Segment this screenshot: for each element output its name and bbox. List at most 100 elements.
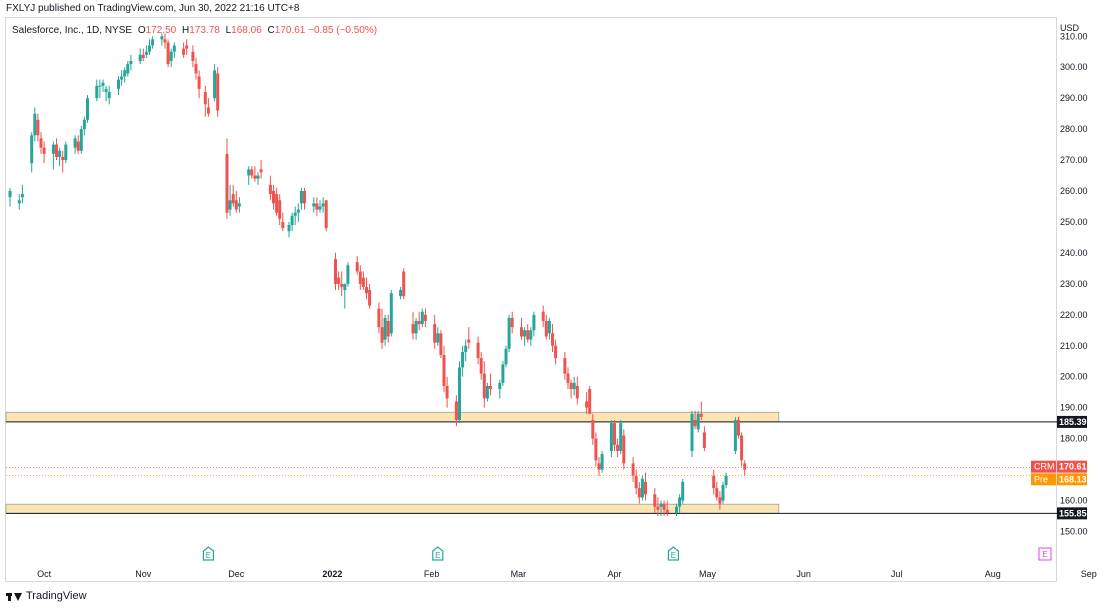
candle-down[interactable] [337,277,341,284]
candle-down[interactable] [231,194,235,204]
candle-down[interactable] [315,203,319,210]
candle-down[interactable] [715,488,719,498]
candle-down[interactable] [743,463,747,470]
candle-up[interactable] [547,320,551,334]
candle-up[interactable] [420,311,424,325]
candle-down[interactable] [476,342,480,359]
candle-up[interactable] [117,79,120,89]
candle-up[interactable] [640,478,644,498]
candle-down[interactable] [489,385,492,390]
candle-down[interactable] [268,184,272,195]
candle-down[interactable] [634,475,638,489]
candle-up[interactable] [237,203,241,207]
candle-down[interactable] [402,271,406,297]
candle-down[interactable] [380,327,384,343]
candle-up[interactable] [30,135,34,164]
candle-up[interactable] [129,61,133,65]
candle-down[interactable] [637,488,641,498]
candle-down[interactable] [253,175,257,179]
candle-up[interactable] [609,423,613,451]
candle-up[interactable] [151,39,155,46]
candle-down[interactable] [225,153,229,213]
candle-down[interactable] [662,503,666,510]
candle-up[interactable] [296,209,300,213]
candle-down[interactable] [541,311,545,321]
candle-up[interactable] [572,382,576,390]
candle-down[interactable] [563,358,567,374]
candle-down[interactable] [259,169,263,173]
candle-up[interactable] [86,98,89,120]
candle-down[interactable] [278,200,282,219]
candle-up[interactable] [464,345,468,352]
candle-down[interactable] [616,444,620,451]
candle-down[interactable] [699,413,703,417]
candle-up[interactable] [51,144,55,154]
candle-down[interactable] [191,51,195,62]
candle-down[interactable] [216,73,220,111]
candle-up[interactable] [33,113,37,136]
candle-down[interactable] [234,200,238,210]
candle-down[interactable] [368,290,372,306]
candle-up[interactable] [733,420,737,451]
candle-up[interactable] [144,51,148,55]
candle-down[interactable] [554,345,558,359]
candle-down[interactable] [36,119,40,136]
candle-up[interactable] [293,212,297,216]
candle-up[interactable] [213,70,217,99]
candle-down[interactable] [569,382,573,390]
candle-down[interactable] [324,200,328,229]
candle-down[interactable] [613,423,616,445]
candle-up[interactable] [98,85,102,87]
candle-up[interactable] [247,169,251,176]
earnings-icon[interactable] [667,546,679,561]
candle-up[interactable] [73,138,77,148]
candle-down[interactable] [551,333,554,346]
upcoming-earnings-icon[interactable] [1038,547,1052,561]
candle-down[interactable] [358,271,362,284]
candle-up[interactable] [79,129,83,151]
candle-up[interactable] [58,150,62,157]
candle-down[interactable] [631,463,635,476]
candle-up[interactable] [82,119,86,130]
candle-down[interactable] [588,389,592,414]
candle-down[interactable] [622,435,626,464]
candle-down[interactable] [597,463,601,470]
candle-up[interactable] [138,54,142,62]
candle-down[interactable] [718,497,722,504]
candle-up[interactable] [290,215,294,226]
candle-down[interactable] [585,401,589,408]
candle-up[interactable] [172,45,176,52]
candle-up[interactable] [101,82,105,86]
candle-down[interactable] [454,401,458,421]
candle-up[interactable] [619,423,623,451]
candle-down[interactable] [163,39,167,43]
candle-down[interactable] [520,327,523,337]
candle-up[interactable] [600,454,604,470]
candle-up[interactable] [123,70,127,77]
candle-up[interactable] [64,144,68,161]
candle-down[interactable] [141,54,145,58]
candle-up[interactable] [696,413,700,430]
candle-down[interactable] [55,144,58,157]
candle-down[interactable] [591,420,595,439]
candle-down[interactable] [482,373,486,399]
candle-down[interactable] [693,420,697,427]
candle-down[interactable] [442,355,446,386]
candle-down[interactable] [334,259,337,284]
candle-down[interactable] [386,320,390,337]
candle-down[interactable] [194,64,198,74]
candle-up[interactable] [318,206,322,210]
candle-up[interactable] [498,382,502,390]
candle-down[interactable] [272,191,275,204]
candle-up[interactable] [107,91,111,99]
candle-up[interactable] [20,194,24,198]
footer-brand[interactable]: TradingView [6,590,87,602]
candle-down[interactable] [544,320,548,337]
candle-down[interactable] [377,308,381,328]
candle-down[interactable] [594,438,598,461]
candle-up[interactable] [104,88,108,92]
candle-down[interactable] [417,320,421,325]
candle-up[interactable] [126,64,130,74]
candle-up[interactable] [501,364,505,383]
candle-down[interactable] [653,494,657,507]
